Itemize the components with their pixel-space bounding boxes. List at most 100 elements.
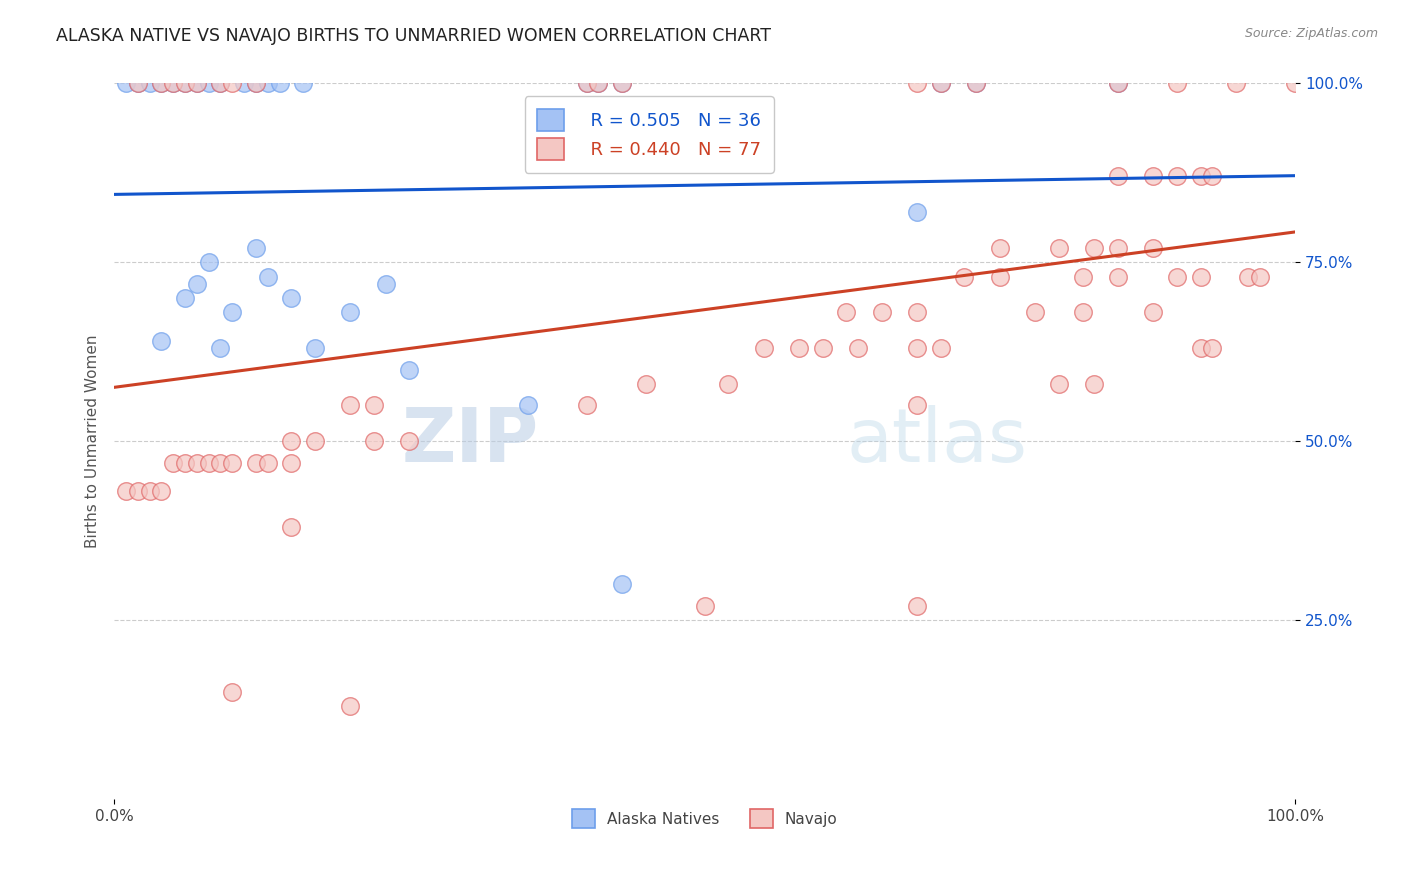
Point bbox=[162, 77, 184, 91]
Point bbox=[245, 77, 267, 91]
Point bbox=[905, 398, 928, 412]
Point bbox=[516, 398, 538, 412]
Point bbox=[339, 398, 361, 412]
Point bbox=[575, 77, 598, 91]
Point bbox=[162, 77, 184, 91]
Point bbox=[1107, 169, 1129, 184]
Point bbox=[610, 77, 633, 91]
Point bbox=[256, 456, 278, 470]
Point bbox=[811, 341, 834, 355]
Point bbox=[787, 341, 810, 355]
Point bbox=[1071, 305, 1094, 319]
Point bbox=[398, 362, 420, 376]
Point bbox=[1047, 376, 1070, 391]
Point bbox=[292, 77, 315, 91]
Point bbox=[929, 77, 952, 91]
Point bbox=[245, 77, 267, 91]
Text: atlas: atlas bbox=[846, 405, 1028, 477]
Point bbox=[221, 305, 243, 319]
Point bbox=[150, 77, 173, 91]
Point bbox=[209, 341, 232, 355]
Point bbox=[1284, 77, 1306, 91]
Point bbox=[905, 599, 928, 613]
Point bbox=[209, 77, 232, 91]
Point bbox=[1107, 77, 1129, 91]
Point bbox=[150, 334, 173, 348]
Point bbox=[374, 277, 396, 291]
Point bbox=[280, 291, 302, 305]
Point bbox=[905, 305, 928, 319]
Point bbox=[1107, 269, 1129, 284]
Point bbox=[186, 277, 208, 291]
Point bbox=[1142, 241, 1164, 255]
Point bbox=[1166, 269, 1188, 284]
Point bbox=[197, 77, 219, 91]
Point bbox=[1189, 269, 1212, 284]
Point bbox=[1166, 169, 1188, 184]
Point bbox=[209, 456, 232, 470]
Point bbox=[245, 241, 267, 255]
Point bbox=[150, 77, 173, 91]
Point bbox=[988, 269, 1011, 284]
Point bbox=[1071, 269, 1094, 284]
Point bbox=[221, 684, 243, 698]
Point bbox=[693, 599, 716, 613]
Point bbox=[304, 434, 326, 449]
Point bbox=[965, 77, 987, 91]
Point bbox=[197, 456, 219, 470]
Point bbox=[1225, 77, 1247, 91]
Point bbox=[610, 577, 633, 591]
Point bbox=[304, 341, 326, 355]
Point bbox=[186, 77, 208, 91]
Point bbox=[280, 520, 302, 534]
Point bbox=[1249, 269, 1271, 284]
Point bbox=[174, 291, 197, 305]
Point bbox=[174, 456, 197, 470]
Point bbox=[1083, 241, 1105, 255]
Point bbox=[280, 434, 302, 449]
Point bbox=[988, 241, 1011, 255]
Point bbox=[186, 77, 208, 91]
Point bbox=[186, 456, 208, 470]
Point bbox=[1107, 241, 1129, 255]
Legend: Alaska Natives, Navajo: Alaska Natives, Navajo bbox=[565, 804, 844, 834]
Point bbox=[929, 77, 952, 91]
Point bbox=[174, 77, 197, 91]
Point bbox=[1166, 77, 1188, 91]
Point bbox=[752, 341, 775, 355]
Point bbox=[905, 341, 928, 355]
Point bbox=[209, 77, 232, 91]
Point bbox=[256, 77, 278, 91]
Point bbox=[280, 456, 302, 470]
Point bbox=[138, 77, 160, 91]
Point bbox=[1107, 77, 1129, 91]
Point bbox=[127, 77, 149, 91]
Point bbox=[138, 484, 160, 499]
Point bbox=[953, 269, 976, 284]
Point bbox=[1024, 305, 1046, 319]
Point bbox=[1047, 241, 1070, 255]
Point bbox=[1201, 169, 1223, 184]
Point bbox=[197, 255, 219, 269]
Point bbox=[835, 305, 858, 319]
Point bbox=[1189, 341, 1212, 355]
Point bbox=[363, 434, 385, 449]
Point bbox=[245, 456, 267, 470]
Point bbox=[588, 77, 610, 91]
Point bbox=[162, 456, 184, 470]
Point bbox=[339, 305, 361, 319]
Point bbox=[1083, 376, 1105, 391]
Point bbox=[174, 77, 197, 91]
Point bbox=[588, 77, 610, 91]
Point bbox=[221, 456, 243, 470]
Point bbox=[905, 77, 928, 91]
Text: ALASKA NATIVE VS NAVAJO BIRTHS TO UNMARRIED WOMEN CORRELATION CHART: ALASKA NATIVE VS NAVAJO BIRTHS TO UNMARR… bbox=[56, 27, 772, 45]
Point bbox=[634, 376, 657, 391]
Point bbox=[150, 484, 173, 499]
Point bbox=[846, 341, 869, 355]
Point bbox=[221, 77, 243, 91]
Point bbox=[115, 77, 138, 91]
Point bbox=[575, 398, 598, 412]
Point bbox=[398, 434, 420, 449]
Point bbox=[256, 269, 278, 284]
